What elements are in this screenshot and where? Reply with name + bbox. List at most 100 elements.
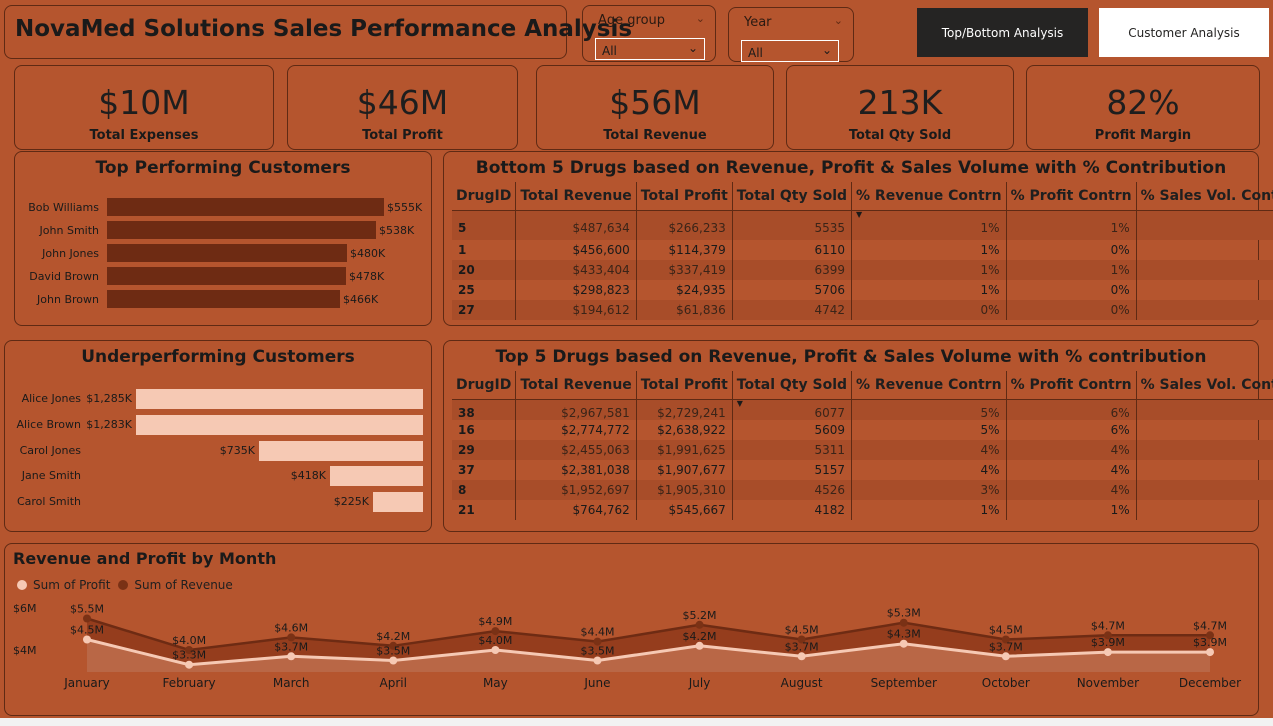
profit-point[interactable] [389, 656, 398, 665]
revenue-point[interactable] [899, 618, 908, 627]
customer-bar[interactable] [107, 221, 376, 239]
table-cell: 0% [1006, 300, 1137, 320]
revenue-point[interactable] [491, 627, 500, 636]
revenue-point[interactable] [1103, 631, 1112, 640]
table-cell: 4% [1006, 459, 1137, 480]
table-cell: $2,967,581 [515, 399, 637, 420]
profit-point[interactable] [185, 660, 194, 669]
customer-name: Alice Jones [21, 392, 81, 405]
profit-point[interactable] [83, 635, 91, 644]
revenue-point[interactable] [593, 637, 602, 646]
column-header[interactable]: % Sales Vol. Contrn [1136, 371, 1273, 400]
customer-bar[interactable] [107, 244, 347, 262]
revenue-point[interactable] [287, 633, 296, 642]
revenue-point[interactable] [1001, 635, 1010, 644]
kpi-card-total-expenses: $10M Total Expenses [14, 65, 274, 150]
table-cell: 0% [851, 300, 1007, 320]
chevron-down-icon[interactable]: ⌄ [833, 14, 843, 27]
table-cell: 1% [1006, 499, 1137, 520]
table-cell: 6399 [732, 260, 853, 280]
table-cell: 1% [851, 260, 1007, 280]
x-axis-tick: June [583, 676, 610, 690]
revenue-point[interactable] [83, 614, 91, 623]
column-header[interactable]: DrugID [452, 182, 517, 211]
column-header[interactable]: % Profit Contrn [1006, 182, 1137, 211]
profit-data-label: $3.5M [376, 645, 410, 658]
revenue-point[interactable] [695, 620, 704, 629]
profit-point[interactable] [695, 641, 704, 650]
column-header[interactable]: Total Revenue [515, 182, 637, 211]
profit-point[interactable] [287, 652, 296, 661]
age-group-dropdown[interactable]: All ⌄ [595, 38, 705, 60]
top-bottom-analysis-button[interactable]: Top/Bottom Analysis [917, 8, 1088, 57]
customer-bar[interactable] [373, 492, 423, 513]
column-header[interactable]: Total Profit [636, 371, 733, 400]
customer-bar[interactable] [136, 389, 423, 409]
column-header[interactable]: Total Profit [636, 182, 733, 211]
profit-point[interactable] [899, 639, 908, 648]
table-cell: 5706 [732, 280, 853, 300]
table-cell: 1% [851, 280, 1007, 300]
table-cell: 5311 [732, 439, 853, 460]
table-cell: 4526 [732, 479, 853, 500]
kpi-value: $10M [98, 83, 190, 122]
revenue-point[interactable] [797, 635, 806, 644]
column-header[interactable]: DrugID [452, 371, 517, 400]
year-dropdown[interactable]: All ⌄ [741, 40, 839, 62]
x-axis-tick: May [483, 676, 508, 690]
column-header[interactable]: % Revenue Contrn [851, 371, 1007, 400]
sort-descending-icon[interactable]: ▼ [736, 398, 743, 408]
column-header[interactable]: Total Qty Sold ▼ [732, 371, 853, 408]
x-axis-tick: January [63, 676, 110, 690]
table-cell: 2% [1136, 500, 1273, 520]
customer-bar[interactable] [330, 466, 423, 487]
table-cell: 3% [1136, 210, 1273, 240]
customer-bar[interactable] [107, 198, 384, 216]
customer-bar[interactable] [107, 290, 340, 308]
revenue-point[interactable] [1206, 631, 1214, 640]
column-header[interactable]: % Profit Contrn [1006, 371, 1137, 400]
revenue-point[interactable] [185, 646, 194, 654]
revenue-point[interactable] [389, 641, 398, 650]
title-panel: NovaMed Solutions Sales Performance Anal… [4, 5, 632, 59]
profit-point[interactable] [491, 646, 500, 654]
table-cell: 2% [1136, 460, 1273, 480]
table-cell: 6% [1006, 399, 1137, 420]
x-axis-tick: December [1179, 676, 1241, 690]
column-header[interactable]: Total Revenue [515, 371, 637, 400]
column-header[interactable]: % Revenue Contrn ▼ [851, 182, 1007, 219]
profit-data-label: $3.9M [1193, 636, 1227, 649]
table-cell: 6110 [732, 240, 853, 260]
profit-point[interactable] [593, 656, 602, 665]
age-group-slicer[interactable]: Age group ⌄ All ⌄ [582, 5, 716, 62]
sort-descending-icon[interactable]: ▼ [856, 209, 863, 219]
profit-point[interactable] [797, 652, 806, 661]
profit-point[interactable] [1103, 648, 1112, 657]
column-header[interactable]: Total Qty Sold [732, 182, 853, 211]
profit-point[interactable] [1001, 652, 1010, 661]
bottom-strip [0, 718, 1273, 726]
customer-bar[interactable] [136, 414, 423, 435]
kpi-label: Total Revenue [603, 128, 707, 143]
customer-analysis-button[interactable]: Customer Analysis [1099, 8, 1269, 57]
year-slicer[interactable]: Year ⌄ All ⌄ [728, 7, 854, 62]
column-header[interactable]: % Sales Vol. Contrn [1136, 182, 1273, 211]
customer-bar[interactable] [107, 267, 346, 285]
chevron-down-icon[interactable]: ⌄ [695, 12, 705, 25]
table-cell: $764,762 [515, 499, 637, 520]
chart-legend[interactable]: Sum of Profit Sum of Revenue [17, 578, 233, 592]
profit-point[interactable] [1206, 648, 1214, 657]
customer-bar[interactable] [259, 440, 423, 461]
revenue-profit-area-chart[interactable]: $6M $4M $5.5M $4.0M $4.6M $4.2M $4.9M $4.4M $5.2… [5, 544, 1258, 715]
